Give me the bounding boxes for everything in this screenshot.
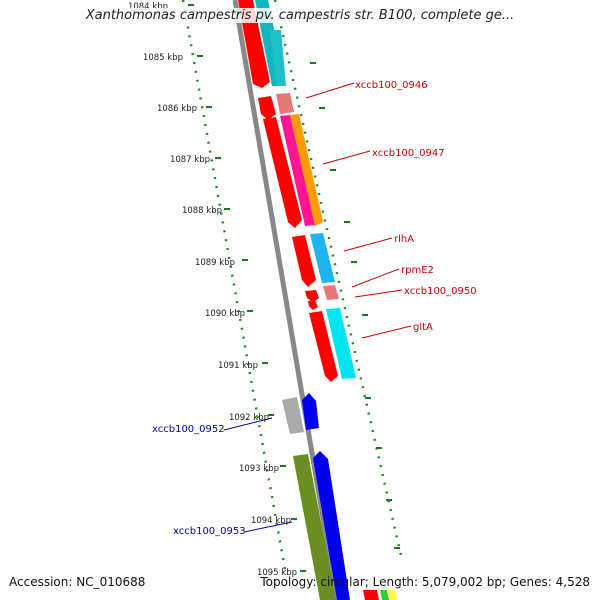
gene-label[interactable]: rpmE2 (401, 265, 434, 276)
gene-aux[interactable] (280, 115, 315, 226)
ruler-label: 1094 kbp (251, 516, 291, 526)
gene-forward[interactable] (309, 311, 338, 382)
gene-forward[interactable] (292, 235, 316, 287)
gene-aux[interactable] (290, 114, 323, 226)
gene-label[interactable]: xccb100_0953 (173, 526, 246, 537)
label-leaders (223, 82, 412, 533)
ruler-label: 1086 kbp (157, 104, 197, 114)
accession-label: Accession: NC_010688 (9, 575, 146, 589)
gene-label[interactable]: xccb100_0946 (355, 80, 428, 91)
gene-label[interactable]: rlhA (394, 234, 414, 245)
gene-reverse[interactable] (313, 451, 350, 600)
ruler-labels: 1084 kbp 1085 kbp 1086 kbp 1087 kbp 1088… (128, 2, 297, 578)
gene-reverse[interactable] (302, 393, 319, 430)
gc-track-left (181, 0, 288, 576)
gene-aux[interactable] (380, 590, 389, 600)
ruler-label: 1084 kbp (128, 2, 168, 12)
gene-forward[interactable] (305, 290, 319, 302)
ruler-label: 1089 kbp (195, 258, 235, 268)
ruler-label: 1085 kbp (143, 53, 183, 63)
gc-track-right (273, 0, 404, 561)
ruler-label: 1088 kbp (182, 206, 222, 216)
gene-aux[interactable] (388, 590, 397, 600)
gene-other[interactable] (293, 454, 336, 600)
gene-forward[interactable] (270, 30, 286, 86)
gene-label[interactable]: xccb100_0950 (404, 286, 477, 297)
genome-summary: Topology: circular; Length: 5,079,002 bp… (260, 575, 590, 589)
ruler-label: 1087 kbp (170, 155, 210, 165)
gene-forward[interactable] (308, 300, 318, 310)
gene-forward[interactable] (363, 590, 379, 600)
ruler-label: 1090 kbp (205, 309, 245, 319)
ruler-label: 1093 kbp (239, 464, 279, 474)
gene-aux[interactable] (323, 285, 339, 300)
ruler-label: 1091 kbp (218, 361, 258, 371)
gene-aux[interactable] (326, 308, 356, 379)
gene-forward[interactable] (258, 96, 276, 120)
ruler-label: 1095 kbp (257, 568, 297, 578)
gene-forward[interactable] (263, 117, 302, 228)
sequence-backbone (232, 0, 340, 600)
genome-title: Xanthomonas campestris pv. campestris st… (0, 8, 600, 23)
gene-aux[interactable] (276, 93, 294, 114)
gene-other[interactable] (282, 397, 304, 434)
gene-labels: xccb100_0946 xccb100_0947 rlhA rpmE2 xcc… (152, 80, 477, 537)
ruler-label: 1092 kbp (229, 413, 269, 423)
gene-label[interactable]: xccb100_0947 (372, 148, 445, 159)
gene-label[interactable]: xccb100_0952 (152, 424, 225, 435)
gene-aux[interactable] (310, 233, 335, 283)
gene-label[interactable]: gltA (413, 322, 433, 333)
